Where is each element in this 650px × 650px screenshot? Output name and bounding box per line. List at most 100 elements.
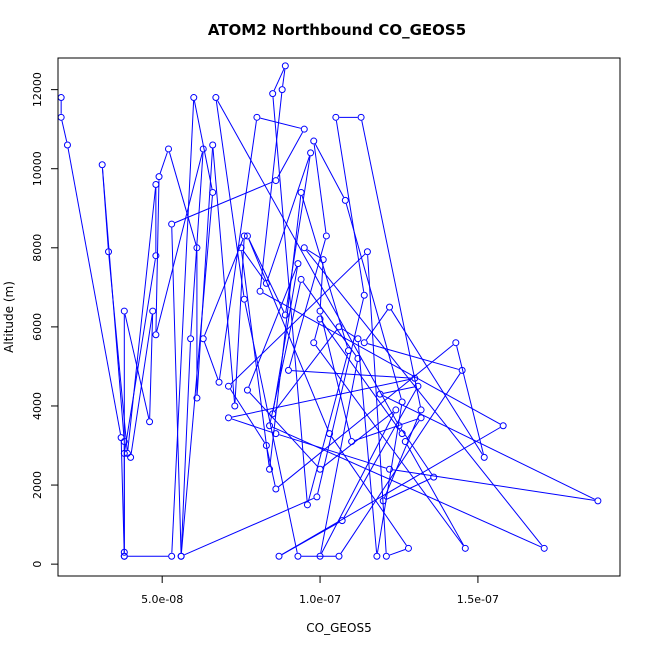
series-segment bbox=[231, 418, 273, 434]
data-point bbox=[284, 366, 292, 374]
x-tick-label: 1.5e-07 bbox=[457, 593, 499, 606]
data-point bbox=[120, 438, 128, 446]
series-segment bbox=[406, 420, 420, 439]
data-point bbox=[193, 244, 201, 252]
data-point bbox=[278, 86, 286, 94]
series-segment bbox=[155, 180, 160, 332]
data-point bbox=[190, 94, 198, 102]
data-point bbox=[266, 465, 274, 473]
y-tick-label: 10000 bbox=[31, 151, 44, 186]
series-segment bbox=[281, 427, 501, 555]
series-segment bbox=[291, 370, 412, 379]
series-layer bbox=[57, 62, 602, 560]
data-point bbox=[168, 552, 176, 560]
data-point bbox=[149, 307, 157, 315]
series-segment bbox=[156, 152, 203, 332]
data-point bbox=[120, 552, 128, 560]
data-point bbox=[354, 355, 362, 363]
data-point bbox=[338, 517, 346, 525]
series-segment bbox=[159, 152, 168, 174]
series-segment bbox=[248, 266, 298, 388]
series-segment bbox=[274, 329, 338, 412]
series-segment bbox=[174, 181, 273, 224]
series-segment bbox=[124, 259, 156, 451]
data-point bbox=[262, 442, 270, 450]
data-point bbox=[240, 232, 248, 240]
series-segment bbox=[307, 353, 349, 502]
data-point bbox=[57, 94, 65, 102]
series-segment bbox=[382, 395, 595, 500]
data-point bbox=[499, 422, 507, 430]
series-segment bbox=[259, 93, 283, 288]
data-point bbox=[266, 422, 274, 430]
series-segment bbox=[320, 314, 352, 439]
series-segment bbox=[285, 156, 311, 312]
data-point bbox=[243, 386, 251, 394]
data-point bbox=[319, 256, 327, 264]
chart-title: ATOM2 Northbound CO_GEOS5 bbox=[208, 21, 466, 39]
series-segment bbox=[171, 101, 195, 553]
y-tick-label: 4000 bbox=[31, 392, 44, 420]
x-tick-label: 5.0e-08 bbox=[141, 593, 183, 606]
data-point bbox=[193, 394, 201, 402]
y-axis: 0 2000 4000 6000 8000 10000 12000 bbox=[31, 72, 59, 568]
series-segment bbox=[101, 168, 109, 249]
data-point bbox=[120, 548, 128, 556]
series-segment bbox=[266, 448, 276, 486]
series-segment bbox=[272, 97, 308, 502]
data-point bbox=[360, 291, 368, 299]
data-point bbox=[253, 113, 261, 121]
series-segment bbox=[269, 282, 301, 423]
series-segment bbox=[389, 549, 406, 556]
data-point bbox=[199, 145, 207, 153]
data-point bbox=[300, 244, 308, 252]
data-point bbox=[281, 62, 289, 70]
data-point bbox=[414, 382, 422, 390]
series-segment bbox=[231, 378, 412, 418]
series-segment bbox=[361, 120, 421, 407]
series-segment bbox=[203, 341, 219, 380]
series-segment bbox=[130, 314, 153, 454]
data-point bbox=[152, 181, 160, 189]
data-point bbox=[316, 552, 324, 560]
data-point bbox=[57, 113, 65, 121]
data-point bbox=[168, 220, 176, 228]
data-point bbox=[395, 422, 403, 430]
data-point bbox=[348, 438, 356, 446]
series-segment bbox=[365, 309, 388, 341]
series-segment bbox=[229, 388, 265, 443]
series-segment bbox=[390, 309, 483, 455]
data-point bbox=[310, 137, 318, 145]
series-segment bbox=[321, 412, 395, 554]
data-point bbox=[120, 449, 128, 457]
data-point bbox=[326, 430, 334, 438]
data-point bbox=[127, 453, 135, 461]
data-point bbox=[360, 339, 368, 347]
data-point bbox=[187, 335, 195, 343]
data-point bbox=[540, 544, 548, 552]
data-point bbox=[344, 347, 352, 355]
y-tick-label: 12000 bbox=[31, 72, 44, 107]
series-segment bbox=[269, 195, 302, 466]
data-point bbox=[294, 552, 302, 560]
data-point bbox=[297, 275, 305, 283]
data-point bbox=[177, 552, 185, 560]
series-segment bbox=[171, 227, 182, 553]
x-axis: 5.0e-08 1.0e-07 1.5e-07 bbox=[141, 575, 499, 606]
series-segment bbox=[340, 373, 461, 554]
data-point bbox=[297, 188, 305, 196]
series-segment bbox=[267, 156, 310, 281]
series-segment bbox=[319, 263, 324, 308]
series-segment bbox=[277, 131, 304, 178]
series-segment bbox=[301, 195, 348, 348]
series-segment bbox=[204, 239, 244, 336]
data-point bbox=[152, 331, 160, 339]
data-point bbox=[357, 113, 365, 121]
data-point bbox=[341, 196, 349, 204]
y-axis-label: Altitude (m) bbox=[2, 281, 16, 353]
series-segment bbox=[168, 152, 197, 245]
series-segment bbox=[406, 444, 465, 546]
data-point bbox=[152, 252, 160, 260]
series-segment bbox=[306, 250, 543, 546]
